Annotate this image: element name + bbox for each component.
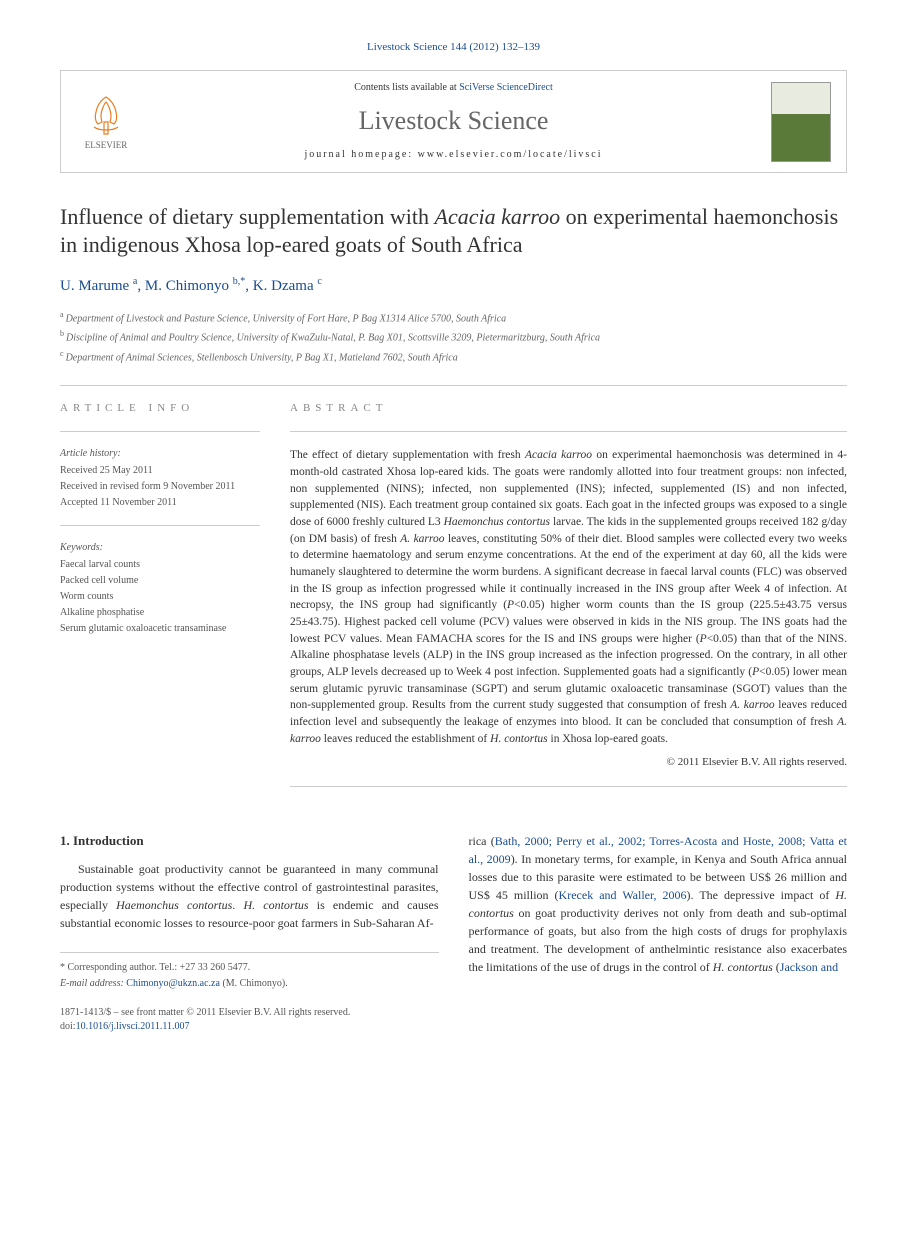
journal-reference[interactable]: Livestock Science 144 (2012) 132–139 bbox=[60, 40, 847, 55]
italic-term: Haemonchus contortus bbox=[116, 898, 232, 912]
keywords-section: Keywords: Faecal larval counts Packed cel… bbox=[60, 541, 260, 636]
keyword: Packed cell volume bbox=[60, 574, 260, 588]
italic-term: H. contortus bbox=[243, 898, 308, 912]
divider bbox=[290, 786, 847, 787]
corresponding-author: * Corresponding author. Tel.: +27 33 260… bbox=[60, 961, 439, 975]
header-center: Contents lists available at SciVerse Sci… bbox=[156, 81, 751, 161]
italic-term: P bbox=[700, 633, 707, 645]
affiliations: a Department of Livestock and Pasture Sc… bbox=[60, 309, 847, 365]
affiliation: b Discipline of Animal and Poultry Scien… bbox=[60, 328, 847, 345]
contents-prefix: Contents lists available at bbox=[354, 82, 459, 93]
keyword: Alkaline phosphatise bbox=[60, 606, 260, 620]
homepage-prefix: journal homepage: bbox=[304, 149, 417, 160]
abstract-heading: abstract bbox=[290, 401, 847, 416]
author-affil-sup: b,* bbox=[233, 276, 246, 287]
abstract-copyright: © 2011 Elsevier B.V. All rights reserved… bbox=[290, 755, 847, 770]
italic-term: H. contortus bbox=[713, 960, 773, 974]
title-pre: Influence of dietary supplementation wit… bbox=[60, 204, 435, 229]
bottom-meta: 1871-1413/$ – see front matter © 2011 El… bbox=[60, 1006, 439, 1034]
intro-text-col1: Sustainable goat productivity cannot be … bbox=[60, 860, 439, 932]
italic-term: H. contortus bbox=[490, 733, 548, 745]
italic-term: P bbox=[752, 666, 759, 678]
italic-term: A. karroo bbox=[290, 716, 847, 745]
title-species: Acacia karroo bbox=[435, 204, 561, 229]
email-person: (M. Chimonyo). bbox=[222, 978, 287, 989]
abstract-column: abstract The effect of dietary supplemen… bbox=[290, 401, 847, 802]
author-affil-sup: c bbox=[317, 276, 321, 287]
author[interactable]: M. Chimonyo b,* bbox=[145, 278, 245, 294]
body-left-column: 1. Introduction Sustainable goat product… bbox=[60, 832, 439, 1034]
elsevier-logo[interactable]: ELSEVIER bbox=[76, 87, 136, 157]
author[interactable]: U. Marume a bbox=[60, 278, 137, 294]
intro-text-col2: rica (Bath, 2000; Perry et al., 2002; To… bbox=[469, 832, 848, 976]
journal-cover-thumbnail[interactable] bbox=[771, 82, 831, 162]
email-label: E-mail address: bbox=[60, 978, 124, 989]
citation-link[interactable]: Krecek and Waller, 2006 bbox=[559, 888, 687, 902]
authors-list: U. Marume a, M. Chimonyo b,*, K. Dzama c bbox=[60, 275, 847, 297]
body-right-column: rica (Bath, 2000; Perry et al., 2002; To… bbox=[469, 832, 848, 1034]
divider bbox=[60, 385, 847, 386]
history-label: Article history: bbox=[60, 447, 260, 461]
italic-term: A. karroo bbox=[730, 699, 774, 711]
author[interactable]: K. Dzama c bbox=[253, 278, 322, 294]
elsevier-label: ELSEVIER bbox=[85, 139, 128, 152]
history-item: Received in revised form 9 November 2011 bbox=[60, 480, 260, 494]
divider bbox=[290, 431, 847, 432]
footnotes: * Corresponding author. Tel.: +27 33 260… bbox=[60, 952, 439, 991]
journal-name: Livestock Science bbox=[156, 103, 751, 139]
italic-term: P bbox=[507, 599, 514, 611]
author-affil-sup: a bbox=[133, 276, 137, 287]
divider bbox=[60, 525, 260, 526]
doi-line: doi:10.1016/j.livsci.2011.11.007 bbox=[60, 1020, 439, 1034]
citation-link[interactable]: Bath, 2000; Perry et al., 2002; Torres-A… bbox=[469, 834, 848, 866]
keyword: Serum glutamic oxaloacetic transaminase bbox=[60, 622, 260, 636]
divider bbox=[60, 431, 260, 432]
article-history: Article history: Received 25 May 2011 Rec… bbox=[60, 447, 260, 510]
info-abstract-row: article info Article history: Received 2… bbox=[60, 401, 847, 802]
italic-term: Haemonchus contortus bbox=[444, 516, 550, 528]
italic-term: A. karroo bbox=[400, 533, 444, 545]
doi-label: doi: bbox=[60, 1021, 76, 1032]
body-columns: 1. Introduction Sustainable goat product… bbox=[60, 832, 847, 1034]
intro-heading: 1. Introduction bbox=[60, 832, 439, 850]
article-info-column: article info Article history: Received 2… bbox=[60, 401, 260, 802]
history-item: Accepted 11 November 2011 bbox=[60, 496, 260, 510]
homepage-line: journal homepage: www.elsevier.com/locat… bbox=[156, 148, 751, 162]
contents-line: Contents lists available at SciVerse Sci… bbox=[156, 81, 751, 95]
sciverse-link[interactable]: SciVerse ScienceDirect bbox=[459, 82, 553, 93]
issn-line: 1871-1413/$ – see front matter © 2011 El… bbox=[60, 1006, 439, 1020]
citation-link[interactable]: Jackson and bbox=[780, 960, 838, 974]
email-link[interactable]: Chimonyo@ukzn.ac.za bbox=[126, 978, 220, 989]
email-line: E-mail address: Chimonyo@ukzn.ac.za (M. … bbox=[60, 977, 439, 991]
affiliation: a Department of Livestock and Pasture Sc… bbox=[60, 309, 847, 326]
abstract-text: The effect of dietary supplementation wi… bbox=[290, 447, 847, 747]
homepage-url[interactable]: www.elsevier.com/locate/livsci bbox=[418, 149, 603, 160]
elsevier-tree-icon bbox=[86, 92, 126, 137]
italic-term: Acacia karroo bbox=[525, 449, 592, 461]
doi-link[interactable]: 10.1016/j.livsci.2011.11.007 bbox=[76, 1021, 190, 1032]
keyword: Worm counts bbox=[60, 590, 260, 604]
article-title: Influence of dietary supplementation wit… bbox=[60, 203, 847, 260]
keywords-label: Keywords: bbox=[60, 541, 260, 555]
affiliation: c Department of Animal Sciences, Stellen… bbox=[60, 348, 847, 365]
article-info-heading: article info bbox=[60, 401, 260, 416]
header-box: ELSEVIER Contents lists available at Sci… bbox=[60, 70, 847, 172]
history-item: Received 25 May 2011 bbox=[60, 464, 260, 478]
keyword: Faecal larval counts bbox=[60, 558, 260, 572]
